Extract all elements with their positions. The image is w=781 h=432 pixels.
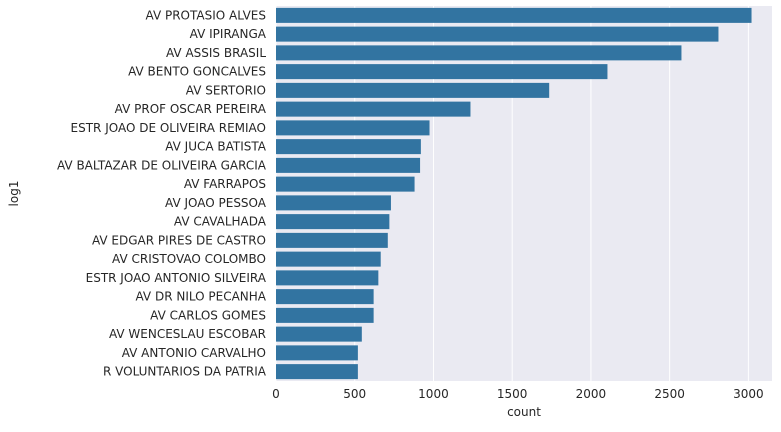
y-tick-label: AV EDGAR PIRES DE CASTRO <box>92 233 266 247</box>
y-axis-label: log1 <box>7 181 21 207</box>
y-tick-label: AV BENTO GONCALVES <box>128 65 266 79</box>
bar <box>276 101 471 117</box>
x-tick-label: 0 <box>272 387 280 401</box>
bar <box>276 345 358 361</box>
y-tick-label: ESTR JOAO DE OLIVEIRA REMIAO <box>71 121 266 135</box>
bar <box>276 232 388 248</box>
bar <box>276 64 608 80</box>
y-tick-label: AV BALTAZAR DE OLIVEIRA GARCIA <box>57 158 267 172</box>
bar <box>276 157 421 173</box>
y-tick-labels: AV PROTASIO ALVES AV IPIRANGA AV ASSIS BRA… <box>57 8 267 378</box>
bar <box>276 7 752 23</box>
y-tick-label: AV IPIRANGA <box>190 27 267 41</box>
bar <box>276 195 391 211</box>
x-tick-label: 1500 <box>497 387 528 401</box>
bar <box>276 82 550 98</box>
bar <box>276 326 362 342</box>
bar <box>276 364 358 380</box>
y-tick-label: AV ANTONIO CARVALHO <box>122 346 266 360</box>
y-tick-label: AV DR NILO PECANHA <box>135 290 266 304</box>
bars <box>276 7 752 380</box>
y-tick-label: AV JUCA BATISTA <box>165 140 267 154</box>
plot-background <box>276 6 772 381</box>
y-tick-label: AV SERTORIO <box>186 83 266 97</box>
bar <box>276 289 374 305</box>
y-tick-label: AV CRISTOVAO COLOMBO <box>112 252 266 266</box>
bar <box>276 45 682 61</box>
bar <box>276 26 719 42</box>
y-tick-label: AV WENCESLAU ESCOBAR <box>109 327 266 341</box>
x-tick-label: 500 <box>343 387 366 401</box>
x-tick-label: 1000 <box>418 387 449 401</box>
x-tick-label: 2500 <box>654 387 685 401</box>
x-tick-labels: 0 500 1000 1500 2000 2500 3000 <box>272 387 763 401</box>
bar <box>276 214 390 230</box>
y-tick-label: AV FARRAPOS <box>184 177 266 191</box>
y-tick-label: ESTR JOAO ANTONIO SILVEIRA <box>86 271 267 285</box>
bar <box>276 307 374 323</box>
x-tick-label: 3000 <box>733 387 764 401</box>
y-tick-label: AV JOAO PESSOA <box>165 196 267 210</box>
x-axis-label: count <box>507 405 541 419</box>
x-tick-label: 2000 <box>576 387 607 401</box>
bar <box>276 120 430 136</box>
y-tick-label: AV CAVALHADA <box>174 215 267 229</box>
y-tick-label: AV PROTASIO ALVES <box>146 8 267 22</box>
bar <box>276 270 379 286</box>
bar <box>276 176 415 192</box>
y-tick-label: AV PROF OSCAR PEREIRA <box>115 102 267 116</box>
bar <box>276 251 381 267</box>
y-tick-label: R VOLUNTARIOS DA PATRIA <box>103 365 267 379</box>
bar <box>276 139 421 155</box>
y-tick-label: AV ASSIS BRASIL <box>166 46 266 60</box>
y-tick-label: AV CARLOS GOMES <box>150 308 266 322</box>
